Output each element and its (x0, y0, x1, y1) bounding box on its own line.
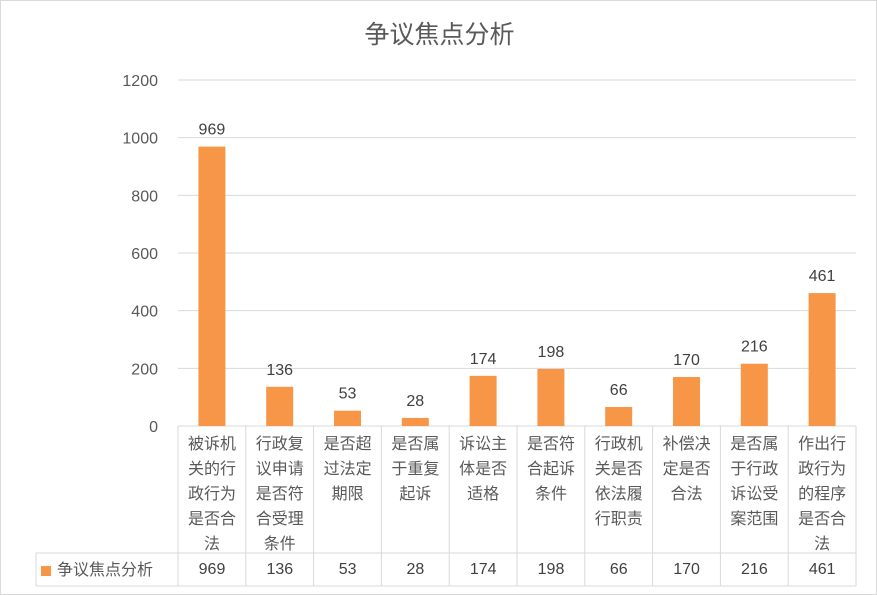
table-value: 170 (673, 561, 700, 578)
category-text: 是否超过法定期限 (323, 434, 372, 503)
data-label: 969 (199, 122, 226, 139)
data-label: 216 (741, 339, 768, 356)
bar (740, 363, 768, 426)
data-label: 66 (610, 382, 628, 399)
data-label: 28 (406, 393, 424, 410)
x-category-label: 是否超过法定期限 (314, 431, 382, 506)
category-text: 是否属于行政诉讼受案范围 (730, 434, 779, 528)
data-label: 198 (538, 344, 565, 361)
legend-swatch (41, 565, 51, 576)
bar (266, 386, 294, 426)
bar (537, 368, 565, 426)
category-text: 行政机关是否依法履行职责 (594, 434, 643, 528)
chart-title: 争议焦点分析 (364, 20, 515, 49)
category-text: 是否符合起诉条件 (526, 434, 575, 503)
y-tick-label: 800 (131, 188, 158, 205)
x-category-label: 行政复议申请是否符合受理条件 (246, 431, 314, 556)
legend-label: 争议焦点分析 (57, 560, 154, 579)
x-category-label: 是否属于行政诉讼受案范围 (720, 431, 788, 531)
y-tick-label: 200 (131, 361, 158, 378)
data-label: 174 (470, 351, 497, 368)
category-text: 补偿决定是否合法 (662, 434, 711, 503)
x-category-label: 作出行政行为的程序是否合法 (788, 431, 856, 556)
x-category-label: 被诉机关的行政行为是否合法 (178, 431, 246, 556)
data-label: 53 (339, 386, 357, 403)
table-value: 969 (198, 561, 226, 578)
data-label: 170 (673, 352, 700, 369)
data-label: 461 (809, 268, 836, 285)
bar (334, 410, 361, 426)
table-value: 28 (406, 561, 425, 578)
table-value: 461 (808, 561, 836, 578)
table-value: 66 (609, 561, 628, 578)
category-text: 行政复议申请是否符合受理条件 (255, 434, 304, 553)
table-value: 53 (338, 561, 357, 578)
y-tick-label: 400 (131, 304, 158, 321)
bar (469, 375, 497, 426)
category-text: 被诉机关的行政行为是否合法 (187, 434, 236, 553)
x-category-label: 行政机关是否依法履行职责 (585, 431, 653, 531)
bar (673, 376, 700, 426)
y-tick-label: 1200 (122, 73, 158, 90)
data-label: 136 (266, 362, 293, 379)
y-tick-label: 1000 (122, 131, 158, 148)
category-text: 作出行政行为的程序是否合法 (798, 434, 847, 553)
bar (401, 417, 429, 426)
x-category-label: 补偿决定是否合法 (653, 431, 721, 506)
x-category-label: 是否属于重复起诉 (381, 431, 449, 506)
table-value: 216 (741, 561, 768, 578)
legend-entry: 争议焦点分析 (41, 554, 153, 586)
table-value: 198 (537, 561, 565, 578)
bar (198, 146, 226, 427)
table-value: 174 (469, 561, 497, 578)
category-text: 是否属于重复起诉 (391, 434, 440, 503)
y-tick-label: 0 (149, 419, 158, 436)
y-tick-label: 600 (131, 246, 158, 263)
category-text: 诉讼主体是否适格 (459, 434, 508, 503)
x-category-label: 诉讼主体是否适格 (449, 431, 517, 506)
bar (808, 293, 836, 426)
x-category-label: 是否符合起诉条件 (517, 431, 585, 506)
table-value: 136 (266, 561, 294, 578)
bar (605, 406, 633, 426)
